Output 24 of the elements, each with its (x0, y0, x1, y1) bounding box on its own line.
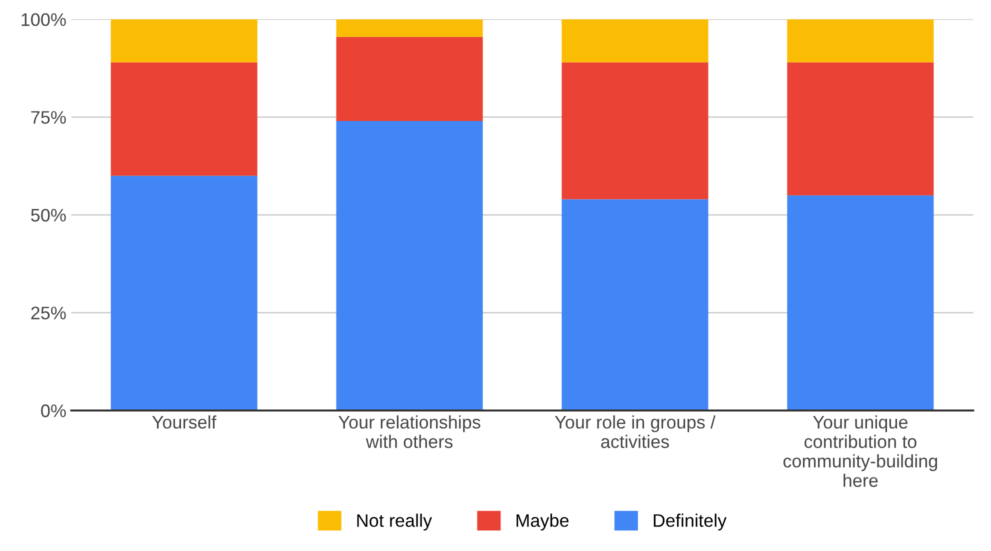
y-tick-label: 50% (31, 208, 66, 222)
legend-label: Maybe (516, 514, 569, 530)
bar (787, 19, 934, 62)
y-tick-label: 100% (22, 13, 66, 26)
y-tick-label: 0% (41, 404, 66, 418)
y-tick-label: 75% (31, 111, 66, 124)
bar (787, 62, 934, 196)
x-tick-label: Your relationships with others (338, 415, 480, 448)
bar (110, 176, 258, 410)
bar (336, 121, 483, 410)
bar (110, 19, 258, 62)
legend-label: Not really (357, 514, 432, 530)
bar (110, 62, 258, 176)
bar (336, 36, 483, 121)
y-tick-label: 25% (31, 306, 66, 320)
x-tick-label: Your unique contribution to community-building here (783, 415, 938, 487)
bar (562, 19, 708, 62)
x-tick-label: Yourself (152, 415, 216, 429)
bar (787, 195, 934, 410)
legend-label: Definitely (654, 514, 727, 530)
bar (336, 19, 483, 37)
x-tick-label: Your role in groups / activities (554, 415, 716, 448)
bar (562, 62, 708, 200)
bar (562, 199, 708, 410)
